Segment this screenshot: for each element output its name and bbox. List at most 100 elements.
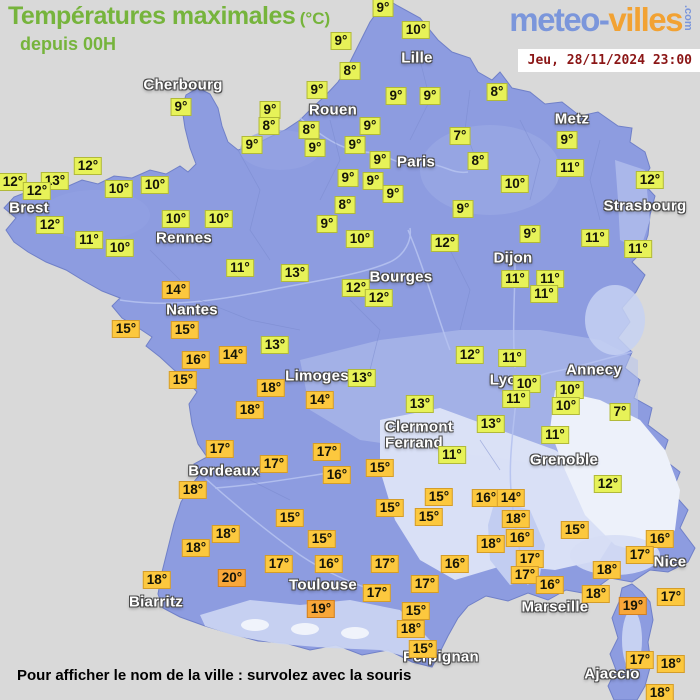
temp-label[interactable]: 16° [181, 351, 211, 369]
temp-label[interactable]: 18° [211, 525, 241, 543]
temp-label[interactable]: 9° [344, 136, 366, 154]
temp-label[interactable]: 15° [111, 320, 141, 338]
temp-label[interactable]: 11° [541, 426, 569, 444]
temp-label[interactable]: 9° [306, 81, 328, 99]
temp-label[interactable]: 17° [510, 566, 540, 584]
temp-label[interactable]: 12° [430, 234, 460, 252]
temp-label[interactable]: 12° [593, 475, 623, 493]
temp-label[interactable]: 12° [341, 279, 371, 297]
temp-label[interactable]: 17° [205, 440, 235, 458]
temp-label[interactable]: 16° [505, 529, 535, 547]
temp-label[interactable]: 12° [73, 157, 103, 175]
temp-label[interactable]: 9° [419, 87, 441, 105]
temp-label[interactable]: 18° [235, 401, 265, 419]
temp-label[interactable]: 18° [396, 620, 426, 638]
temp-label[interactable]: 16° [535, 576, 565, 594]
temp-label[interactable]: 17° [259, 455, 289, 473]
temp-label[interactable]: 11° [75, 231, 103, 249]
temp-label[interactable]: 14° [218, 346, 248, 364]
temp-label[interactable]: 12° [0, 173, 28, 191]
temp-label[interactable]: 9° [304, 139, 326, 157]
temp-label[interactable]: 16° [440, 555, 470, 573]
temp-label[interactable]: 12° [22, 182, 52, 200]
temp-label[interactable]: 20° [217, 569, 247, 587]
temp-label[interactable]: 8° [467, 152, 489, 170]
temp-label[interactable]: 15° [170, 321, 200, 339]
temp-label[interactable]: 9° [385, 87, 407, 105]
temp-label[interactable]: 18° [645, 684, 675, 700]
temp-label[interactable]: 8° [486, 83, 508, 101]
temp-label[interactable]: 17° [656, 588, 686, 606]
temp-label[interactable]: 9° [259, 101, 281, 119]
temp-label[interactable]: 15° [375, 499, 405, 517]
temp-label[interactable]: 11° [581, 229, 609, 247]
temp-label[interactable]: 9° [170, 98, 192, 116]
temp-label[interactable]: 9° [359, 117, 381, 135]
logo[interactable]: meteo-villes.com [509, 1, 694, 39]
temp-label[interactable]: 11° [226, 259, 254, 277]
temp-label[interactable]: 13° [476, 415, 506, 433]
temp-label[interactable]: 16° [471, 489, 501, 507]
temp-label[interactable]: 8° [258, 117, 280, 135]
temp-label[interactable]: 11° [624, 240, 652, 258]
temp-label[interactable]: 12° [455, 346, 485, 364]
temp-label[interactable]: 18° [256, 379, 286, 397]
temp-label[interactable]: 9° [369, 151, 391, 169]
temp-label[interactable]: 9° [362, 172, 384, 190]
temp-label[interactable]: 15° [365, 459, 395, 477]
temp-label[interactable]: 13° [347, 369, 377, 387]
temp-label[interactable]: 15° [560, 521, 590, 539]
temp-label[interactable]: 17° [410, 575, 440, 593]
temp-label[interactable]: 10° [104, 180, 134, 198]
temp-label[interactable]: 10° [140, 176, 170, 194]
temp-label[interactable]: 7° [609, 403, 631, 421]
temp-label[interactable]: 19° [306, 600, 336, 618]
temp-label[interactable]: 18° [501, 510, 531, 528]
temp-label[interactable]: 18° [581, 585, 611, 603]
temp-label[interactable]: 9° [452, 200, 474, 218]
temp-label[interactable]: 18° [476, 535, 506, 553]
temp-label[interactable]: 8° [298, 121, 320, 139]
temp-label[interactable]: 11° [438, 446, 466, 464]
temp-label[interactable]: 17° [362, 584, 392, 602]
temp-label[interactable]: 9° [372, 0, 394, 17]
temp-label[interactable]: 10° [500, 175, 530, 193]
temp-label[interactable]: 18° [656, 655, 686, 673]
temp-label[interactable]: 9° [241, 136, 263, 154]
temp-label[interactable]: 13° [405, 395, 435, 413]
temp-label[interactable]: 10° [105, 239, 135, 257]
temp-label[interactable]: 14° [305, 391, 335, 409]
temp-label[interactable]: 18° [178, 481, 208, 499]
temp-label[interactable]: 12° [364, 289, 394, 307]
temp-label[interactable]: 12° [35, 216, 65, 234]
temp-label[interactable]: 17° [625, 651, 655, 669]
temp-label[interactable]: 9° [382, 185, 404, 203]
temp-label[interactable]: 10° [161, 210, 191, 228]
temp-label[interactable]: 11° [498, 349, 526, 367]
temp-label[interactable]: 16° [322, 466, 352, 484]
temp-label[interactable]: 11° [530, 285, 558, 303]
temp-label[interactable]: 10° [555, 381, 585, 399]
temp-label[interactable]: 18° [142, 571, 172, 589]
temp-label[interactable]: 10° [204, 210, 234, 228]
temp-label[interactable]: 15° [307, 530, 337, 548]
temp-label[interactable]: 9° [316, 215, 338, 233]
temp-label[interactable]: 7° [449, 127, 471, 145]
temp-label[interactable]: 15° [401, 602, 431, 620]
temp-label[interactable]: 10° [345, 230, 375, 248]
temp-label[interactable]: 19° [618, 597, 648, 615]
temp-label[interactable]: 17° [515, 550, 545, 568]
temp-label[interactable]: 17° [625, 546, 655, 564]
temp-label[interactable]: 16° [314, 555, 344, 573]
temp-label[interactable]: 15° [168, 371, 198, 389]
temp-label[interactable]: 8° [334, 196, 356, 214]
temp-label[interactable]: 11° [502, 390, 530, 408]
temp-label[interactable]: 15° [408, 640, 438, 658]
temp-label[interactable]: 11° [501, 270, 529, 288]
temp-label[interactable]: 17° [312, 443, 342, 461]
temp-label[interactable]: 9° [337, 169, 359, 187]
temp-label[interactable]: 14° [496, 489, 526, 507]
temp-label[interactable]: 13° [280, 264, 310, 282]
temp-label[interactable]: 9° [330, 32, 352, 50]
temp-label[interactable]: 10° [551, 397, 581, 415]
